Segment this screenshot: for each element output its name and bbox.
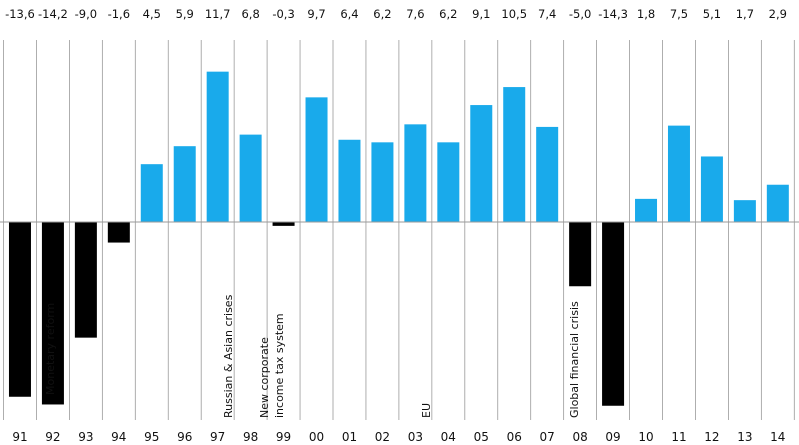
- value-label-12: 5,1: [703, 7, 721, 21]
- x-label-91: 91: [12, 430, 27, 444]
- value-label-08: -5,0: [569, 7, 591, 21]
- bar-13: [733, 200, 756, 222]
- x-axis-labels: 91 92 93 94 95 96 97 98 99 00 01 02 03 04 05 06 07 08 09 10…: [12, 430, 785, 444]
- bar-98: [239, 134, 262, 222]
- value-label-98: 6,8: [241, 7, 259, 21]
- bar-06: [503, 87, 526, 222]
- value-label-96: 5,9: [176, 7, 194, 21]
- value-label-00: 9,7: [307, 7, 325, 21]
- value-label-05: 9,1: [472, 7, 490, 21]
- bar-10: [635, 198, 658, 222]
- bar-97: [206, 71, 229, 222]
- x-label-04: 04: [441, 430, 456, 444]
- x-label-02: 02: [375, 430, 390, 444]
- value-label-04: 6,2: [439, 7, 457, 21]
- x-label-03: 03: [408, 430, 423, 444]
- bar-02: [371, 142, 394, 222]
- bar-07: [536, 126, 559, 222]
- annotation-eu: EU: [420, 403, 433, 418]
- bar-93: [74, 222, 97, 338]
- x-label-93: 93: [78, 430, 93, 444]
- x-label-05: 05: [474, 430, 489, 444]
- x-label-12: 12: [704, 430, 719, 444]
- bar-08: [569, 222, 592, 287]
- annotation-monetary-reform: Monetary reform: [44, 303, 57, 395]
- bar-01: [338, 139, 361, 222]
- bar-14: [766, 184, 789, 222]
- bar-99: [272, 222, 295, 226]
- annotation-russian-asian-crises: Russian & Asian crises: [222, 294, 235, 418]
- value-label-91: -13,6: [5, 7, 35, 21]
- value-label-11: 7,5: [670, 7, 688, 21]
- annotation-global-financial-crisis: Global financial crisis: [568, 301, 581, 418]
- x-label-09: 09: [605, 430, 620, 444]
- value-label-06: 10,5: [501, 7, 527, 21]
- annotation-income-tax-system: income tax system: [273, 313, 286, 418]
- x-label-07: 07: [540, 430, 555, 444]
- x-label-92: 92: [45, 430, 60, 444]
- x-label-08: 08: [572, 430, 587, 444]
- bars: [8, 71, 789, 406]
- x-label-97: 97: [210, 430, 225, 444]
- x-label-95: 95: [144, 430, 159, 444]
- value-label-14: 2,9: [769, 7, 787, 21]
- bar-11: [667, 125, 690, 222]
- bar-05: [470, 105, 493, 222]
- value-label-99: -0,3: [272, 7, 294, 21]
- value-label-94: -1,6: [108, 7, 130, 21]
- x-label-11: 11: [671, 430, 686, 444]
- x-label-94: 94: [111, 430, 126, 444]
- value-label-07: 7,4: [538, 7, 556, 21]
- x-label-99: 99: [276, 430, 291, 444]
- value-label-92: -14,2: [38, 7, 68, 21]
- bar-95: [140, 164, 163, 222]
- value-label-10: 1,8: [637, 7, 655, 21]
- value-label-03: 7,6: [406, 7, 424, 21]
- x-label-96: 96: [177, 430, 192, 444]
- value-label-93: -9,0: [75, 7, 97, 21]
- x-label-10: 10: [638, 430, 653, 444]
- x-label-06: 06: [507, 430, 522, 444]
- bar-12: [700, 156, 723, 222]
- x-label-98: 98: [243, 430, 258, 444]
- x-label-13: 13: [737, 430, 752, 444]
- value-label-97: 11,7: [205, 7, 231, 21]
- x-label-01: 01: [342, 430, 357, 444]
- bar-03: [404, 124, 427, 222]
- value-label-09: -14,3: [598, 7, 628, 21]
- bar-92: [41, 222, 64, 405]
- bar-91: [8, 222, 31, 397]
- bar-00: [305, 97, 328, 222]
- event-annotations: Monetary reform Russian & Asian crises New…: [44, 294, 581, 418]
- annotation-new-corporate: New corporate: [258, 337, 271, 418]
- value-label-13: 1,7: [736, 7, 754, 21]
- bar-04: [437, 142, 460, 222]
- x-label-14: 14: [770, 430, 785, 444]
- value-label-01: 6,4: [340, 7, 358, 21]
- value-label-95: 4,5: [143, 7, 161, 21]
- x-label-00: 00: [309, 430, 324, 444]
- value-label-02: 6,2: [373, 7, 391, 21]
- vertical-gridlines: [3, 40, 795, 420]
- bar-94: [107, 222, 130, 243]
- value-labels: -13,6 -14,2 -9,0 -1,6 4,5 5,9 11,7 6,8 -0,3 9,7 6,…: [5, 7, 787, 21]
- bar-96: [173, 146, 196, 222]
- bar-09: [602, 222, 625, 406]
